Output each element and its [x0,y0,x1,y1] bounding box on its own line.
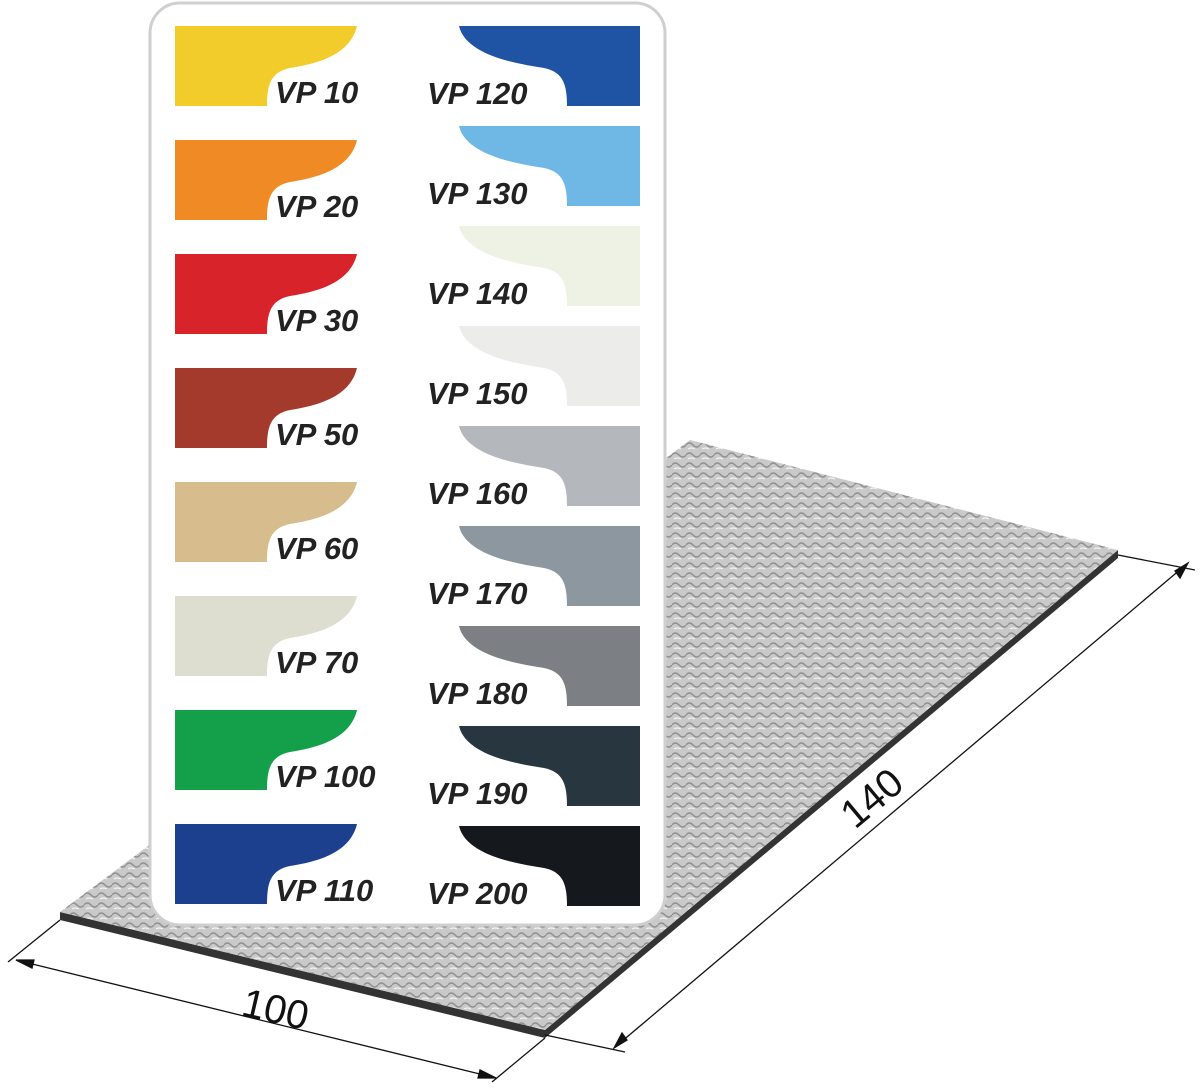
swatch-label: VP 150 [427,376,528,411]
swatch-label: VP 20 [275,189,358,224]
swatch-label: VP 180 [427,676,528,711]
swatch-color [459,126,640,206]
swatch-right: VP 140 [427,226,640,311]
swatch-right: VP 180 [427,626,640,711]
swatch-left: VP 110 [175,824,373,908]
swatch-right: VP 190 [427,726,640,811]
swatch-color [175,254,357,334]
swatch-label: VP 190 [427,776,528,811]
swatch-label: VP 70 [275,645,358,680]
swatch-right: VP 170 [427,526,640,611]
swatch-color [459,326,640,406]
swatch-label: VP 200 [427,876,528,911]
swatch-right: VP 120 [427,26,640,111]
swatch-left: VP 60 [175,482,358,566]
swatch-color [175,26,357,106]
swatch-right: VP 160 [427,426,640,511]
swatch-left: VP 10 [175,26,358,110]
swatch-color [459,226,640,306]
swatch-color [459,26,640,106]
swatch-color [175,824,357,904]
swatch-color [459,626,640,706]
swatch-color [175,140,357,220]
swatch-label: VP 140 [427,276,528,311]
swatch-label: VP 160 [427,476,528,511]
swatch-label: VP 170 [427,576,528,611]
swatch-color [175,596,357,676]
swatch-color [459,726,640,806]
swatch-label: VP 10 [275,75,358,110]
swatch-color [459,826,640,906]
dimension-length [544,554,1196,1053]
swatch-label: VP 130 [427,176,528,211]
swatch-label: VP 100 [275,759,376,794]
swatch-right: VP 200 [427,826,640,911]
dimension-width [7,919,546,1083]
swatch-left: VP 50 [175,368,358,452]
swatch-left: VP 100 [175,710,376,794]
swatch-right: VP 150 [427,326,640,411]
swatch-left: VP 20 [175,140,358,224]
swatch-color [459,526,640,606]
width-dimension-label: 100 [238,981,313,1039]
swatch-color [175,710,357,790]
swatch-label: VP 120 [427,76,528,111]
swatch-left: VP 30 [175,254,358,338]
swatch-label: VP 30 [275,303,358,338]
swatch-color [175,482,357,562]
swatch-label: VP 60 [275,531,358,566]
swatch-label: VP 110 [275,873,373,908]
swatch-left: VP 70 [175,596,358,680]
swatch-right: VP 130 [427,126,640,211]
swatch-color [459,426,640,506]
swatch-label: VP 50 [275,417,358,452]
swatch-color [175,368,357,448]
